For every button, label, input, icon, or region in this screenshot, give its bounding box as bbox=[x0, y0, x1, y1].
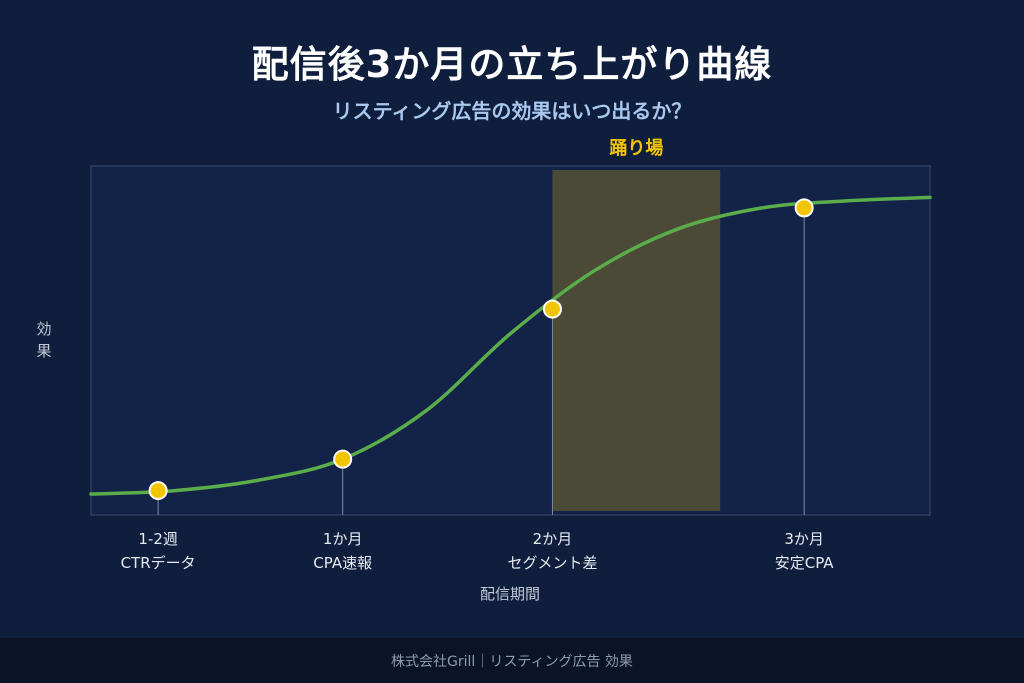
milestone-point bbox=[794, 198, 814, 218]
y-axis-label-char-2: 果 bbox=[36, 342, 51, 360]
x-tick-label: 1か月 bbox=[323, 530, 363, 548]
footer: 株式会社Grill｜リスティング広告 効果 bbox=[0, 638, 1024, 683]
chart-title: 配信後3か月の立ち上がり曲線 bbox=[251, 43, 773, 86]
milestone-point bbox=[148, 481, 168, 501]
plateau-label: 踊り場 bbox=[609, 138, 663, 159]
x-axis-label: 配信期間 bbox=[480, 585, 540, 603]
milestone-point bbox=[333, 449, 353, 469]
x-tick-label: 1-2週 bbox=[138, 530, 178, 548]
y-axis-label-char-1: 効 bbox=[36, 320, 51, 338]
milestone-point bbox=[542, 299, 562, 319]
x-tick-sublabel: 安定CPA bbox=[775, 554, 835, 572]
x-tick-sublabel: セグメント差 bbox=[507, 554, 597, 572]
x-tick-label: 3か月 bbox=[784, 530, 824, 548]
x-tick-sublabel: CTRデータ bbox=[121, 554, 196, 572]
plateau-band bbox=[552, 170, 721, 511]
x-tick-label: 2か月 bbox=[533, 530, 573, 548]
growth-curve bbox=[89, 195, 932, 496]
footer-text: 株式会社Grill｜リスティング広告 効果 bbox=[391, 653, 633, 670]
plot-background bbox=[90, 165, 931, 516]
x-tick-sublabel: CPA速報 bbox=[313, 554, 372, 572]
chart-subtitle: リスティング広告の効果はいつ出るか？ bbox=[332, 99, 692, 123]
chart-area: 踊り場 1-2週CTRデータ1か月CPA速報2か月セグメント差3か月安定CPA … bbox=[36, 138, 932, 603]
